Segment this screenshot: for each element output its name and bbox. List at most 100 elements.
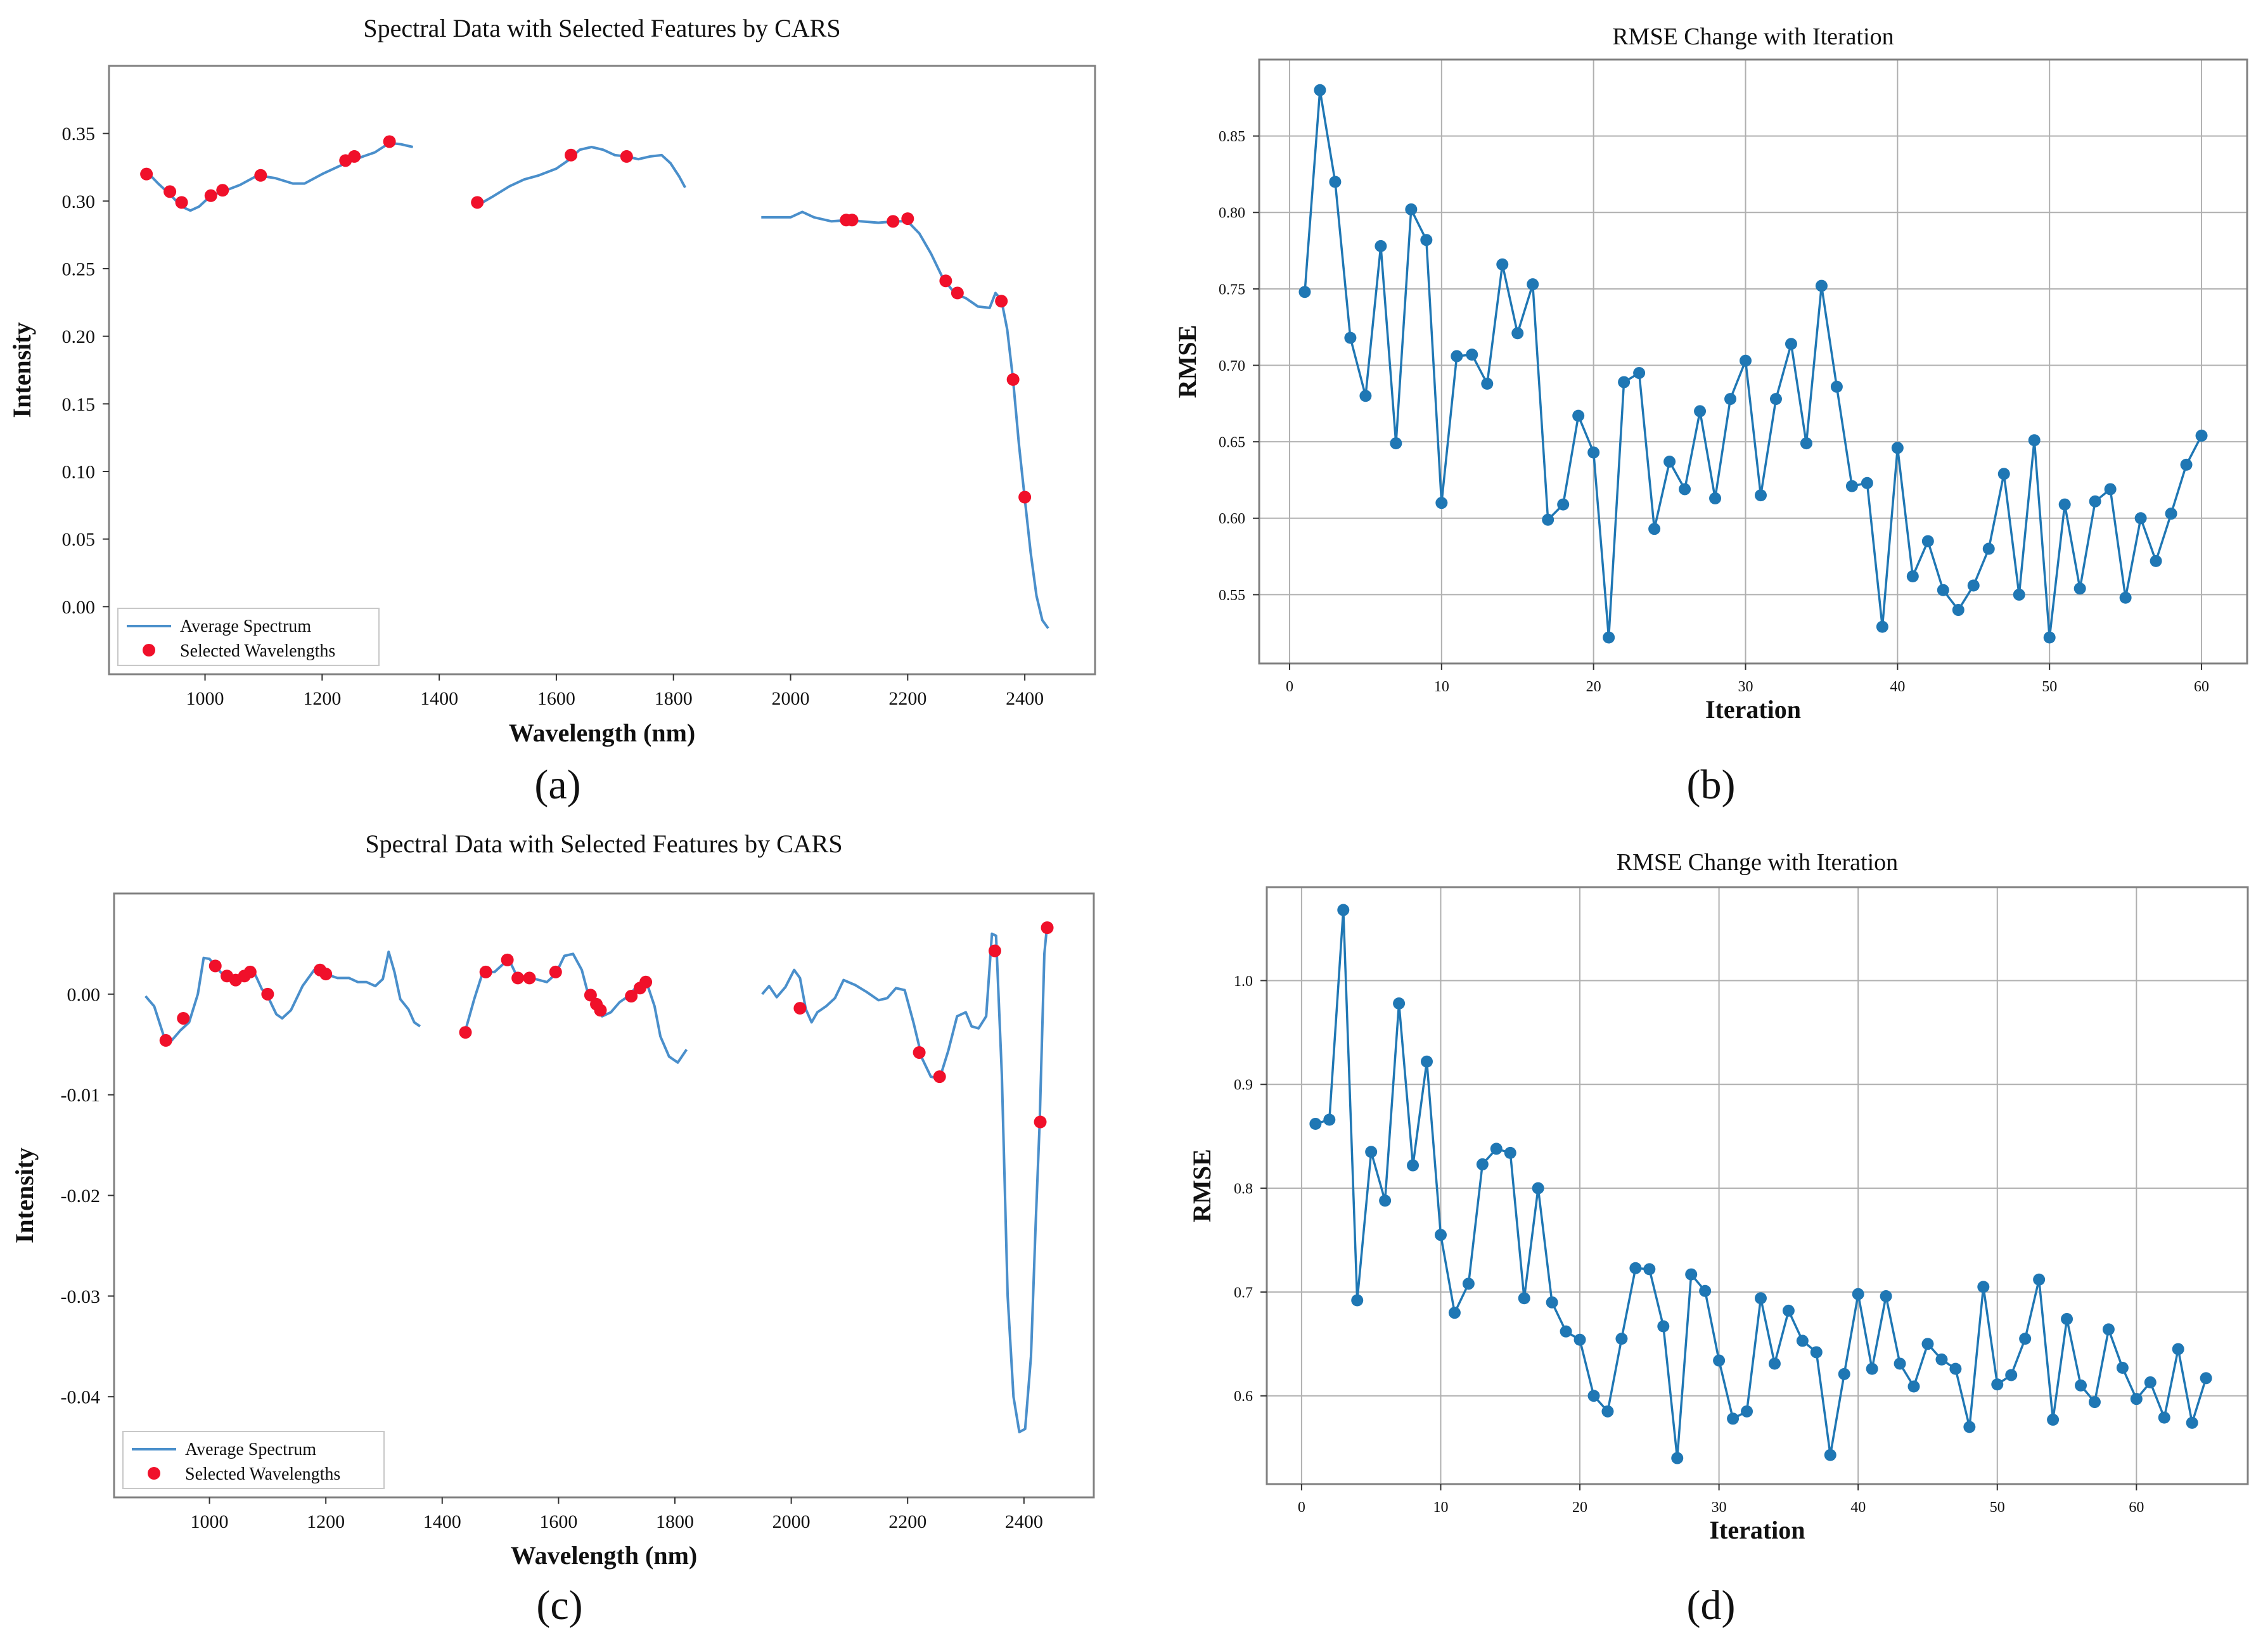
rmse-point bbox=[1967, 579, 1980, 592]
rmse-point bbox=[2028, 434, 2041, 447]
y-tick-label: 0.6 bbox=[1234, 1388, 1253, 1405]
rmse-point bbox=[1532, 1182, 1544, 1194]
chart-title: Spectral Data with Selected Features by … bbox=[363, 14, 840, 42]
rmse-point bbox=[1830, 380, 1843, 393]
rmse-point bbox=[1824, 1449, 1836, 1461]
rmse-point bbox=[1379, 1194, 1392, 1207]
y-axis-label: RMSE bbox=[1173, 325, 1202, 399]
rmse-point bbox=[1921, 1338, 1934, 1350]
y-tick-label: 0.15 bbox=[62, 394, 96, 415]
y-tick-label: 0.65 bbox=[1219, 435, 1245, 451]
y-tick-label: 0.85 bbox=[1219, 129, 1245, 145]
rmse-point bbox=[2075, 1379, 2087, 1392]
rmse-point bbox=[1451, 350, 1463, 362]
rmse-point bbox=[1407, 1159, 1420, 1172]
rmse-point bbox=[1323, 1113, 1336, 1126]
x-tick-label: 2000 bbox=[772, 1511, 811, 1532]
rmse-point bbox=[2061, 1313, 2073, 1326]
selected-wavelength-point bbox=[625, 990, 638, 1003]
y-tick-label: 0.10 bbox=[62, 462, 96, 483]
rmse-point bbox=[1314, 84, 1326, 96]
rmse-point bbox=[2195, 430, 2208, 442]
rmse-point bbox=[1906, 570, 1919, 582]
selected-wavelength-point bbox=[913, 1046, 926, 1059]
selected-wavelength-point bbox=[319, 968, 333, 981]
rmse-point bbox=[2005, 1369, 2018, 1381]
rmse-point bbox=[1633, 367, 1646, 380]
rmse-point bbox=[2158, 1411, 2170, 1424]
x-tick-label: 40 bbox=[1850, 1499, 1866, 1516]
rmse-point bbox=[2200, 1372, 2212, 1385]
y-axis-label: Intensity bbox=[10, 1148, 39, 1243]
spectrum-line-segment bbox=[144, 951, 421, 1044]
rmse-point bbox=[2013, 588, 2025, 601]
panel-label: (c) bbox=[536, 1582, 582, 1629]
chart-title: Spectral Data with Selected Features by … bbox=[365, 829, 842, 858]
rmse-point bbox=[2033, 1273, 2046, 1286]
selected-wavelength-point bbox=[1041, 921, 1054, 935]
selected-wavelength-point bbox=[383, 135, 396, 148]
y-tick-label: 0.80 bbox=[1219, 205, 1245, 222]
rmse-point bbox=[1894, 1357, 1906, 1370]
rmse-point bbox=[1448, 1307, 1461, 1319]
selected-wavelength-point bbox=[254, 169, 267, 182]
selected-wavelength-point bbox=[995, 295, 1008, 308]
rmse-point bbox=[1351, 1294, 1364, 1307]
selected-wavelength-point bbox=[639, 975, 653, 989]
rmse-point bbox=[1601, 1405, 1614, 1418]
selected-wavelength-point bbox=[163, 185, 177, 198]
rmse-point bbox=[1560, 1325, 1572, 1338]
selected-wavelength-point bbox=[261, 987, 274, 1001]
rmse-point bbox=[1768, 1357, 1781, 1370]
rmse-point bbox=[1496, 258, 1509, 271]
rmse-point bbox=[2172, 1343, 2184, 1355]
rmse-point bbox=[2119, 591, 2132, 604]
x-tick-label: 2200 bbox=[888, 688, 926, 709]
x-tick-label: 2400 bbox=[1006, 688, 1044, 709]
chart-title: RMSE Change with Iteration bbox=[1617, 849, 1898, 876]
rmse-point bbox=[1921, 535, 1934, 547]
rmse-point bbox=[1785, 338, 1797, 350]
rmse-point bbox=[1435, 497, 1448, 509]
selected-wavelength-point bbox=[523, 971, 536, 985]
x-tick-label: 0 bbox=[1286, 679, 1293, 695]
rmse-point bbox=[1587, 446, 1600, 459]
rmse-point bbox=[1866, 1362, 1878, 1375]
selected-wavelength-point bbox=[175, 196, 188, 209]
rmse-point bbox=[1405, 203, 1418, 215]
x-tick-label: 60 bbox=[2194, 679, 2209, 695]
rmse-point bbox=[1810, 1346, 1823, 1359]
x-tick-label: 1200 bbox=[307, 1511, 345, 1532]
rmse-point bbox=[1663, 456, 1676, 468]
selected-wavelength-point bbox=[459, 1026, 472, 1039]
x-tick-label: 1800 bbox=[656, 1511, 694, 1532]
y-tick-label: -0.04 bbox=[61, 1387, 101, 1408]
rmse-point bbox=[1393, 997, 1406, 1009]
rmse-point bbox=[1615, 1333, 1628, 1345]
panel-c: 1000 1200 1400 1600 1800 2000 2200 2400 0.00 -0.0… bbox=[10, 829, 1095, 1629]
rmse-point bbox=[1782, 1304, 1795, 1317]
rmse-point bbox=[2165, 508, 2177, 520]
selected-wavelength-point bbox=[140, 167, 153, 181]
rmse-point bbox=[1542, 513, 1554, 526]
rmse-point bbox=[1852, 1288, 1864, 1300]
rmse-point bbox=[1618, 376, 1631, 388]
rmse-point bbox=[1982, 542, 1995, 555]
rmse-point bbox=[1949, 1362, 1962, 1375]
rmse-point bbox=[1518, 1292, 1530, 1305]
y-tick-label: 1.0 bbox=[1234, 973, 1253, 990]
rmse-point bbox=[1815, 279, 1828, 292]
rmse-point bbox=[1511, 327, 1524, 340]
legend-label: Selected Wavelengths bbox=[180, 641, 335, 661]
x-tick-label: 10 bbox=[1434, 679, 1449, 695]
axes-frame bbox=[1266, 886, 2249, 1485]
panel-label: (d) bbox=[1687, 1582, 1736, 1629]
y-tick-label: 0.35 bbox=[62, 124, 96, 144]
spectrum-line-segment bbox=[761, 923, 1049, 1433]
rmse-point bbox=[1977, 1281, 1990, 1293]
selected-wavelength-point bbox=[620, 150, 633, 163]
legend-label: Average Spectrum bbox=[180, 617, 311, 636]
x-axis-label: Wavelength (nm) bbox=[511, 1541, 697, 1570]
rmse-point bbox=[2150, 554, 2162, 567]
